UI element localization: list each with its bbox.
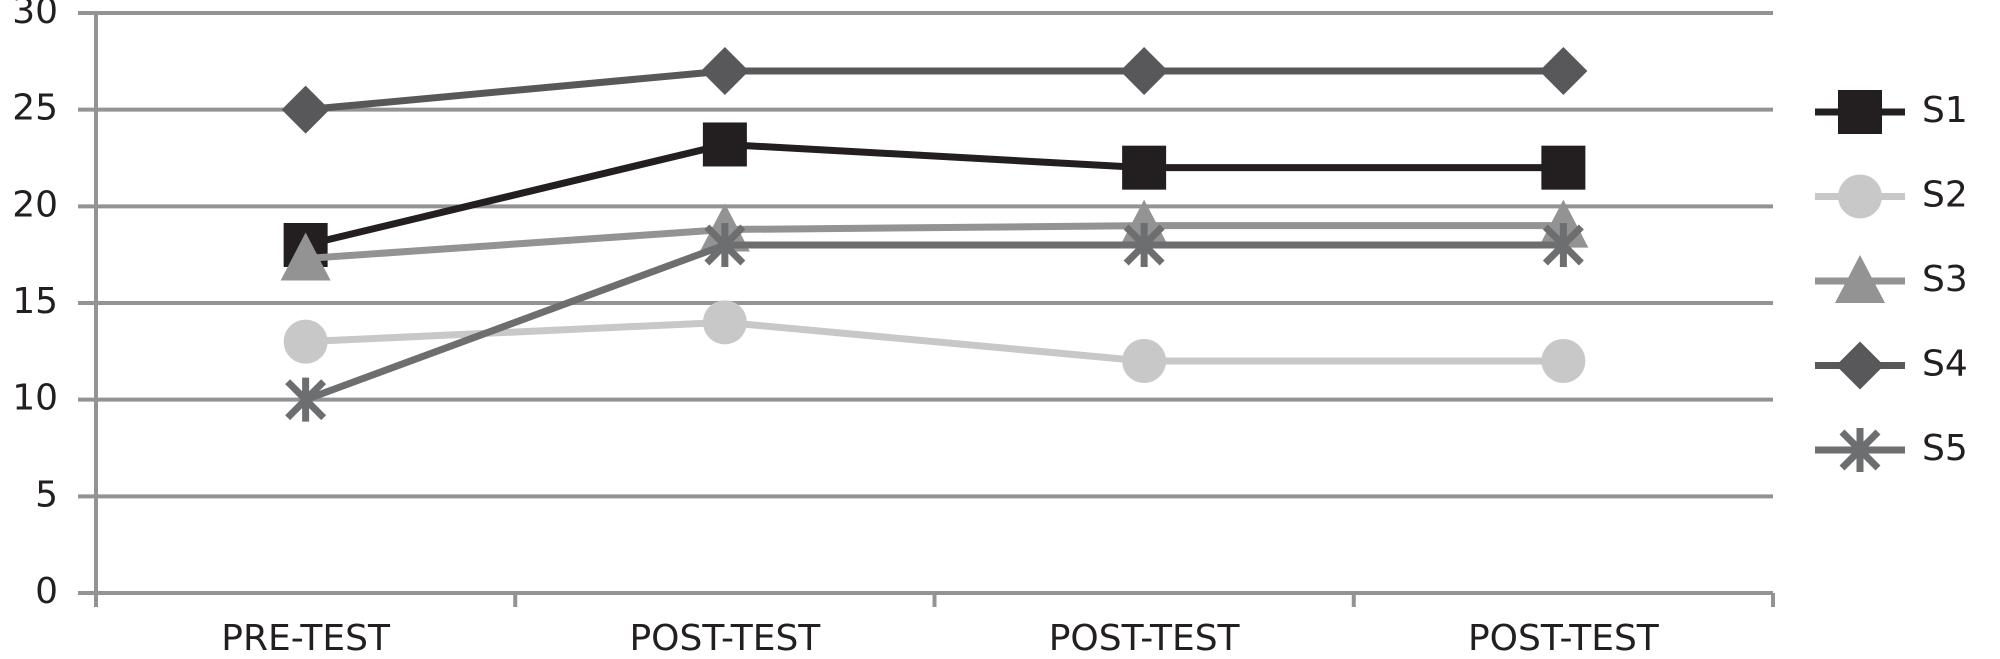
legend-label: S4 bbox=[1922, 344, 1968, 385]
series-line bbox=[305, 222, 1564, 263]
series-line bbox=[305, 318, 1564, 365]
x-tick-label: POST-TEST bbox=[629, 618, 821, 659]
series-line bbox=[305, 67, 1564, 114]
data-point bbox=[1541, 339, 1586, 383]
legend-label: S5 bbox=[1922, 428, 1968, 469]
legend-marker bbox=[1835, 255, 1885, 303]
data-point bbox=[1541, 145, 1586, 190]
data-point bbox=[283, 319, 328, 364]
legend-marker bbox=[1839, 428, 1881, 472]
y-tick-label: 5 bbox=[35, 474, 58, 515]
series-line bbox=[304, 241, 1564, 403]
x-tick-label: POST-TEST bbox=[1049, 618, 1241, 659]
legend-label: S1 bbox=[1922, 90, 1968, 131]
y-tick-label: 10 bbox=[12, 378, 58, 419]
y-tick-label: 25 bbox=[12, 88, 58, 129]
y-tick-label: 30 bbox=[12, 0, 58, 32]
data-point bbox=[285, 377, 327, 422]
x-tick-label: PRE-TEST bbox=[221, 618, 391, 659]
y-tick-label: 0 bbox=[35, 571, 58, 612]
data-point bbox=[700, 47, 749, 95]
data-point bbox=[1122, 145, 1167, 190]
data-point bbox=[702, 300, 747, 345]
data-point bbox=[702, 122, 747, 167]
data-point bbox=[1123, 223, 1165, 267]
legend-label: S3 bbox=[1922, 259, 1968, 300]
y-tick-label: 15 bbox=[12, 281, 58, 322]
legend-label: S2 bbox=[1922, 175, 1968, 216]
data-point bbox=[280, 232, 331, 281]
data-point bbox=[281, 85, 330, 134]
series-line bbox=[304, 140, 1564, 249]
data-point bbox=[1122, 339, 1167, 383]
legend-marker bbox=[1836, 341, 1884, 390]
data-point bbox=[704, 223, 746, 267]
x-tick-label: POST-TEST bbox=[1468, 618, 1660, 659]
legend-marker bbox=[1838, 90, 1882, 134]
data-point bbox=[1120, 47, 1169, 95]
data-point bbox=[1542, 223, 1584, 267]
y-tick-label: 20 bbox=[12, 184, 58, 225]
legend-marker bbox=[1838, 174, 1882, 219]
data-point bbox=[1539, 47, 1588, 95]
